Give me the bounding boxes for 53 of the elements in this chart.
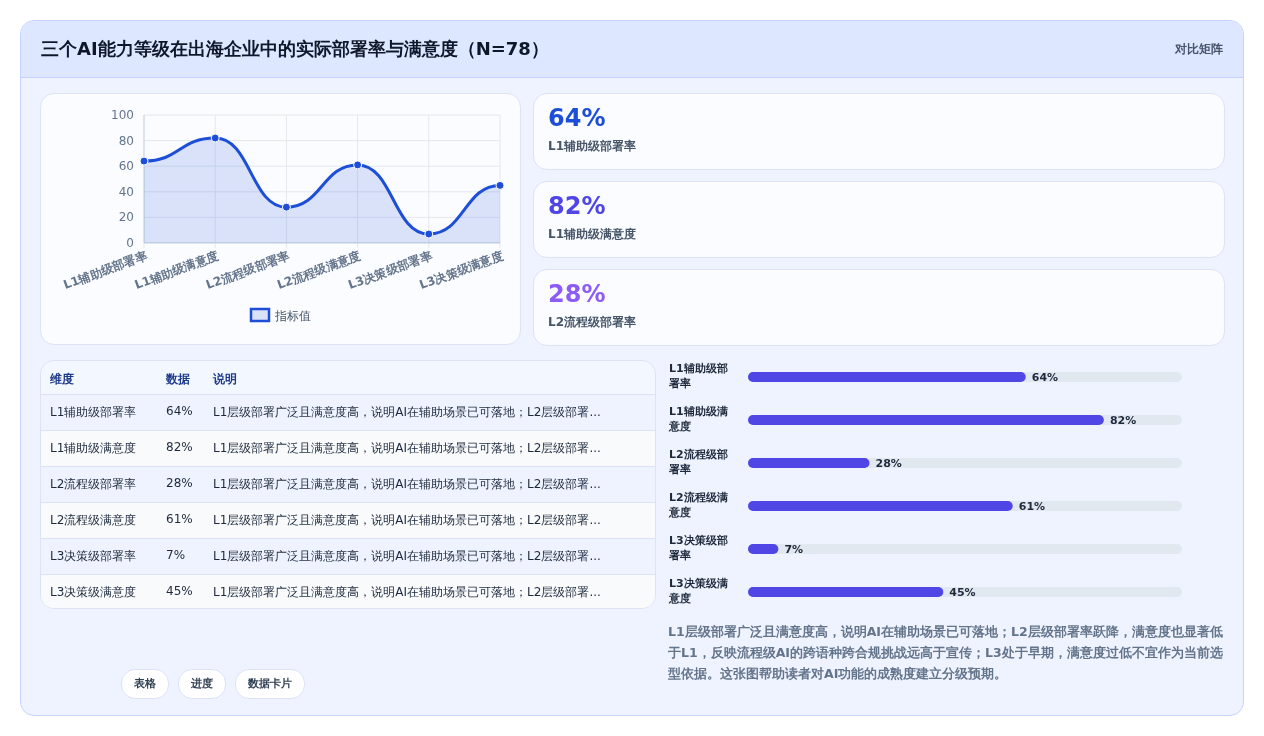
text: 61% <box>166 512 193 526</box>
y-tick-label: L3决策级部署率 <box>668 534 728 562</box>
text: 进度 <box>178 669 226 699</box>
data-label: 82% <box>1109 414 1137 427</box>
text: 28% <box>548 280 606 308</box>
text: L1层级部署广泛且满意度高，说明AI在辅助场景已可落地；L2层级部署... <box>213 512 601 529</box>
y-tick-label: L2流程级部署率 <box>668 448 728 476</box>
y-tick-label: L2流程级满意度 <box>668 491 728 519</box>
text: L1辅助级满意度 <box>548 226 636 243</box>
text: 82% <box>166 440 193 454</box>
text: 82% <box>548 192 606 220</box>
text: 维度 <box>50 371 74 388</box>
point <box>353 160 363 170</box>
bar <box>748 544 779 554</box>
text: 28% <box>166 476 193 490</box>
text: L1辅助级部署率 <box>548 138 636 155</box>
point <box>139 156 149 166</box>
y-tick-label: L3决策级满意度 <box>668 577 728 605</box>
text: L2流程级部署率 <box>548 314 636 331</box>
y-tick-label: 20 <box>118 210 134 225</box>
legend-label: 指标值 <box>274 309 311 323</box>
text: L1层级部署广泛且满意度高，说明AI在辅助场景已可落地；L2层级部署率跃降，满意度也显著低于L1，反映流程级AI的跨语种跨合规挑战远高于宣传；L3处于早期，满意度过低不宜作为当前选型依据。这张图帮助读者对AI功能的成熟度建立分级预期。 <box>668 623 1223 683</box>
text: 表格 <box>121 669 169 699</box>
data-label: 28% <box>875 457 902 470</box>
text: 64% <box>548 104 606 132</box>
text: 64% <box>166 404 193 418</box>
y-tick-label: 40 <box>118 184 134 199</box>
y-tick-label: 0 <box>126 236 134 250</box>
data-label: 45% <box>949 586 976 599</box>
text: 对比矩阵 <box>1175 41 1223 58</box>
text: 45% <box>166 584 193 598</box>
point <box>495 180 505 190</box>
text: 说明 <box>213 371 237 388</box>
text: 数据 <box>166 371 190 388</box>
y-tick-label: 100 <box>111 108 134 122</box>
point <box>281 202 291 212</box>
data-label: 64% <box>1031 371 1059 384</box>
text: 数据卡片 <box>235 669 305 699</box>
y-tick-label: L1辅助级满意度 <box>668 405 728 433</box>
text: L1层级部署广泛且满意度高，说明AI在辅助场景已可落地；L2层级部署... <box>213 476 601 493</box>
y-tick-label: L1辅助级部署率 <box>668 362 728 390</box>
text: L1层级部署广泛且满意度高，说明AI在辅助场景已可落地；L2层级部署... <box>213 548 601 565</box>
point <box>424 229 434 239</box>
data-label: 7% <box>784 543 804 556</box>
text: L1层级部署广泛且满意度高，说明AI在辅助场景已可落地；L2层级部署... <box>213 584 601 601</box>
text: L1层级部署广泛且满意度高，说明AI在辅助场景已可落地；L2层级部署... <box>213 440 601 457</box>
text: L1层级部署广泛且满意度高，说明AI在辅助场景已可落地；L2层级部署... <box>213 404 601 421</box>
chart-title: 三个AI能力等级在出海企业中的实际部署率与满意度（N=78） <box>41 37 549 61</box>
point <box>210 133 220 143</box>
y-tick-label: 60 <box>118 159 134 174</box>
data-label: 61% <box>1018 500 1046 513</box>
y-tick-label: 80 <box>118 133 134 148</box>
text: 7% <box>166 548 186 562</box>
